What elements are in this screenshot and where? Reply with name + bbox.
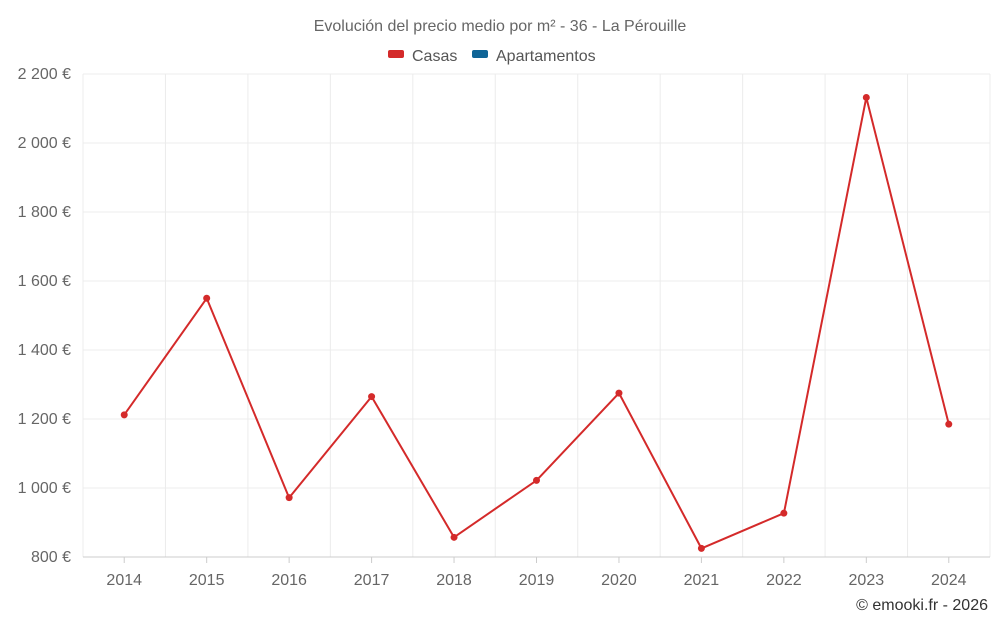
- legend-swatch-casas: [388, 50, 404, 58]
- x-axis-ticks: 2014 2015 2016 2017 2018 2019 2020 2021 2022 2023…: [106, 557, 967, 589]
- y-tick-label: 800 €: [31, 549, 71, 566]
- data-point-casas-2024[interactable]: [945, 420, 953, 428]
- x-tick-label: 2021: [684, 572, 720, 589]
- data-point-casas-2019[interactable]: [533, 476, 540, 484]
- y-tick-label: 2 200 €: [18, 66, 71, 83]
- x-tick-label: 2023: [849, 572, 885, 589]
- y-tick-label: 1 600 €: [18, 273, 71, 290]
- legend-swatch-apartamentos: [472, 50, 488, 58]
- legend-item-apartamentos[interactable]: Apartamentos: [472, 48, 596, 65]
- data-point-casas-2021[interactable]: [697, 544, 705, 552]
- data-point-casas-2016[interactable]: [285, 494, 293, 502]
- x-tick-label: 2014: [106, 572, 142, 589]
- x-tick-label: 2022: [766, 572, 802, 589]
- y-tick-label: 1 000 €: [18, 480, 71, 497]
- legend-item-casas[interactable]: Casas: [388, 48, 457, 65]
- x-tick-label: 2015: [189, 572, 225, 589]
- data-point-casas-2014[interactable]: [120, 411, 128, 419]
- grid-lines: [82, 73, 991, 557]
- y-tick-label: 1 800 €: [18, 204, 71, 221]
- data-point-casas-2023[interactable]: [862, 93, 870, 101]
- x-tick-label: 2019: [519, 572, 555, 589]
- x-tick-label: 2017: [354, 572, 390, 589]
- x-tick-label: 2020: [601, 572, 637, 589]
- data-point-casas-2018[interactable]: [450, 533, 458, 541]
- series-layer: [120, 93, 953, 552]
- data-point-casas-2017[interactable]: [368, 393, 376, 401]
- x-tick-label: 2024: [931, 572, 967, 589]
- chart-title: Evolución del precio medio por m² - 36 -…: [314, 18, 687, 35]
- y-tick-label: 1 400 €: [18, 342, 71, 359]
- data-point-casas-2020[interactable]: [615, 389, 623, 397]
- credit-text: © emooki.fr - 2026: [856, 597, 988, 614]
- x-tick-label: 2016: [271, 572, 307, 589]
- data-point-casas-2015[interactable]: [203, 294, 211, 302]
- data-point-casas-2022[interactable]: [780, 509, 788, 517]
- legend-label-casas: Casas: [412, 48, 457, 65]
- y-axis-ticks: 800 € 1 000 € 1 200 € 1 400 € 1 600 € 1 800 €…: [18, 66, 71, 566]
- y-tick-label: 1 200 €: [18, 411, 71, 428]
- y-tick-label: 2 000 €: [18, 135, 71, 152]
- legend-label-apartamentos: Apartamentos: [496, 48, 596, 65]
- legend: Casas Apartamentos: [388, 48, 596, 65]
- x-tick-label: 2018: [436, 572, 472, 589]
